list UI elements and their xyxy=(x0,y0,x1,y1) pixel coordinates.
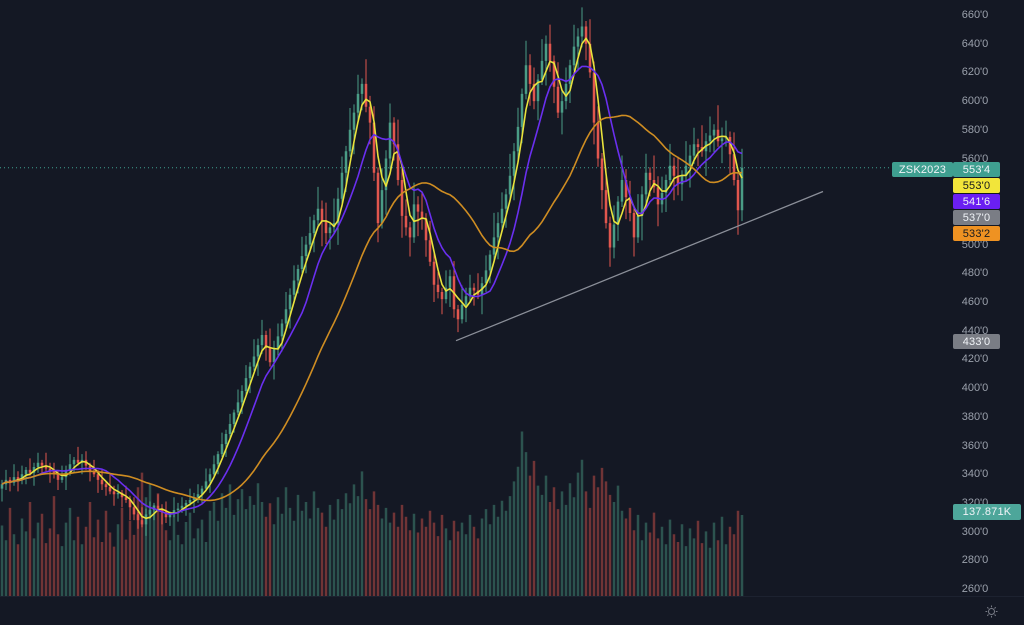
trendline-start-price-label: 433'0 xyxy=(953,334,1000,349)
price-tick: 280'0 xyxy=(961,554,989,566)
price-tick: 580'0 xyxy=(961,124,989,136)
price-tick: 420'0 xyxy=(961,353,989,365)
volume-bars-up xyxy=(0,431,744,596)
price-tick: 300'0 xyxy=(961,526,989,538)
ma-mid-price-label: 541'6 xyxy=(953,194,1000,209)
price-tick: 640'0 xyxy=(961,38,989,50)
candles-up xyxy=(0,7,744,536)
trend-line[interactable] xyxy=(455,190,824,342)
time-axis[interactable]: 2020Jun2021Jun2022Jun2023Jun2024 xyxy=(0,596,1024,625)
price-tick: 620'0 xyxy=(961,66,989,78)
price-tick: 260'0 xyxy=(961,583,989,595)
ma-slow-price-label: 533'2 xyxy=(953,226,1000,241)
volume-bars-down xyxy=(8,460,740,596)
volume-price-label: 137.871K xyxy=(953,504,1021,520)
last-price-label: 553'4 xyxy=(953,162,1000,177)
ma-fast-price-label: 553'0 xyxy=(953,178,1000,193)
price-tick: 360'0 xyxy=(961,440,989,452)
gear-icon xyxy=(985,605,997,617)
price-tick: 480'0 xyxy=(961,267,989,279)
price-tick: 460'0 xyxy=(961,296,989,308)
trendline-end-price-label: 537'0 xyxy=(953,210,1000,225)
ma-slow-line xyxy=(1,114,743,502)
price-tick: 500'0 xyxy=(961,239,989,251)
price-scale-settings-button[interactable] xyxy=(980,601,1002,621)
ma-mid-line xyxy=(1,65,743,515)
price-tick: 660'0 xyxy=(961,9,989,21)
price-tick: 400'0 xyxy=(961,382,989,394)
symbol-price-label: ZSK2023 xyxy=(892,162,953,177)
price-tick: 380'0 xyxy=(961,411,989,423)
price-tick: 340'0 xyxy=(961,468,989,480)
price-tick: 600'0 xyxy=(961,95,989,107)
candles-down xyxy=(8,19,740,529)
ma-fast-line xyxy=(1,37,743,520)
